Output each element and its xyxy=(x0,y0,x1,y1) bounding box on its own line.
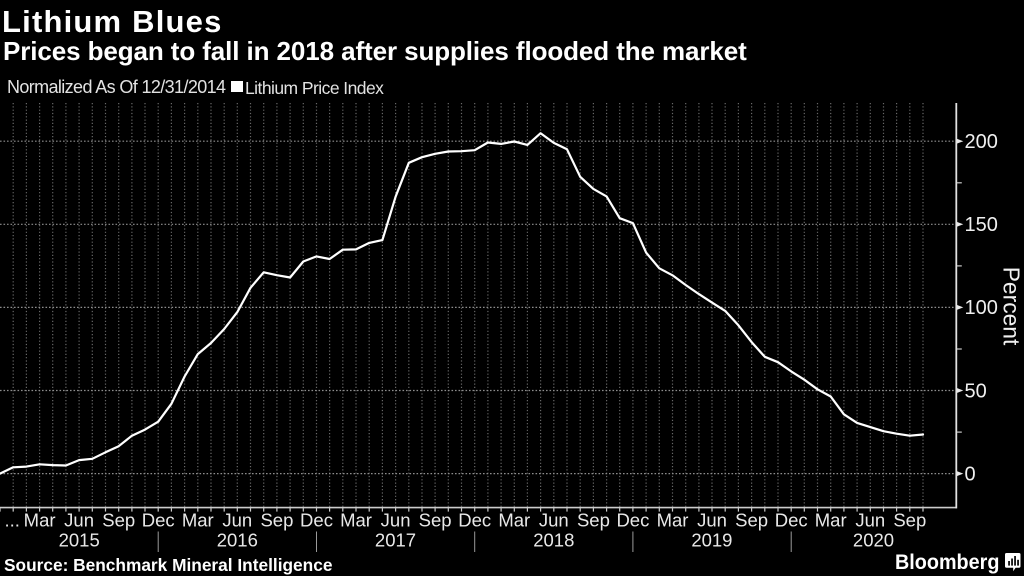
svg-text:2017: 2017 xyxy=(375,530,416,551)
svg-text:2019: 2019 xyxy=(691,530,732,551)
svg-text:Dec: Dec xyxy=(300,510,333,531)
svg-text:2020: 2020 xyxy=(853,530,894,551)
svg-text:0: 0 xyxy=(965,463,976,485)
svg-text:Jun: Jun xyxy=(855,510,885,531)
svg-text:2018: 2018 xyxy=(533,530,574,551)
svg-text:Sep: Sep xyxy=(419,510,452,531)
svg-text:Mar: Mar xyxy=(182,510,214,531)
svg-text:Sep: Sep xyxy=(893,510,926,531)
svg-text:...: ... xyxy=(5,510,20,531)
svg-text:2015: 2015 xyxy=(59,530,100,551)
svg-text:Jun: Jun xyxy=(64,510,94,531)
svg-text:Sep: Sep xyxy=(577,510,610,531)
svg-text:150: 150 xyxy=(965,214,998,236)
svg-text:2016: 2016 xyxy=(217,530,258,551)
svg-text:Jun: Jun xyxy=(381,510,411,531)
svg-text:200: 200 xyxy=(965,131,998,153)
svg-text:100: 100 xyxy=(965,297,998,319)
svg-text:Dec: Dec xyxy=(142,510,175,531)
svg-text:Mar: Mar xyxy=(24,510,56,531)
svg-text:Jun: Jun xyxy=(697,510,727,531)
svg-text:Mar: Mar xyxy=(815,510,847,531)
svg-text:Sep: Sep xyxy=(260,510,293,531)
svg-text:Jun: Jun xyxy=(539,510,569,531)
svg-text:Mar: Mar xyxy=(340,510,372,531)
svg-text:Mar: Mar xyxy=(657,510,689,531)
svg-text:Mar: Mar xyxy=(498,510,530,531)
svg-text:Dec: Dec xyxy=(458,510,491,531)
svg-text:Dec: Dec xyxy=(616,510,649,531)
svg-text:Sep: Sep xyxy=(735,510,768,531)
svg-text:Jun: Jun xyxy=(222,510,252,531)
svg-text:Sep: Sep xyxy=(102,510,135,531)
svg-text:50: 50 xyxy=(965,380,987,402)
svg-text:Dec: Dec xyxy=(775,510,808,531)
svg-text:Percent: Percent xyxy=(999,267,1024,346)
